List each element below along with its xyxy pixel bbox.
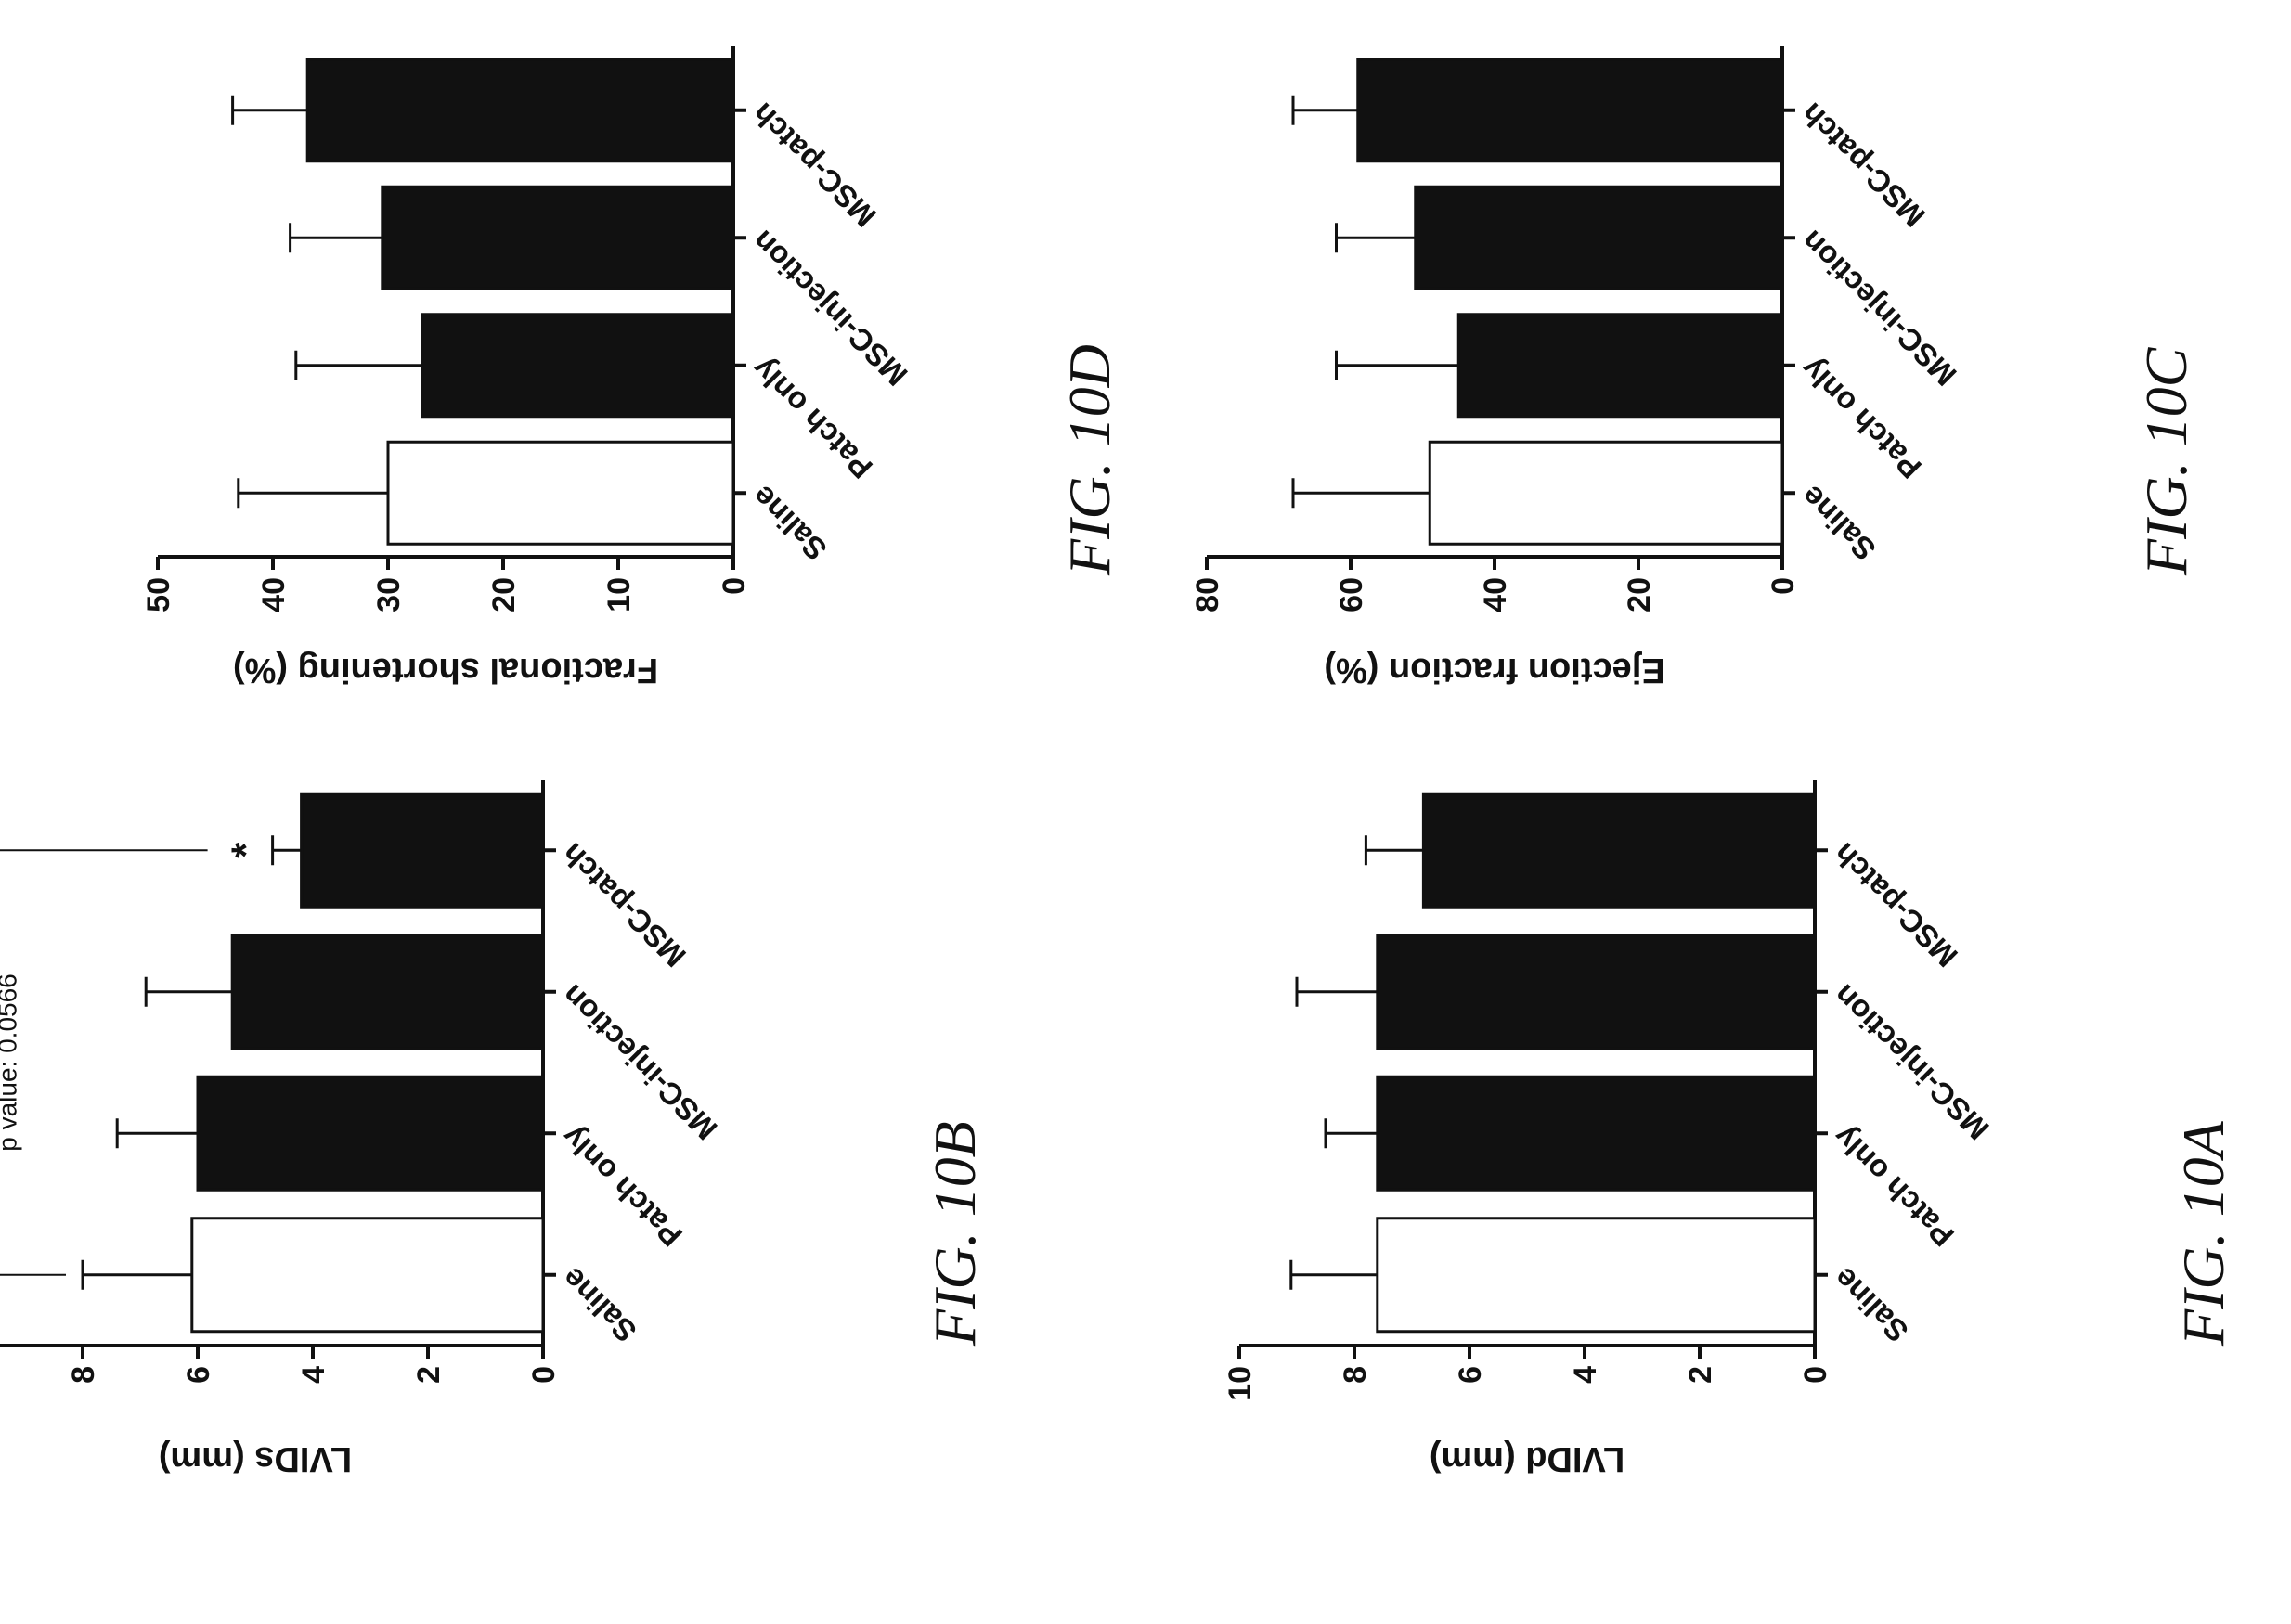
fig-10b-significance-bracket: [0, 849, 208, 1276]
fig-10b-bar-1: [190, 1217, 545, 1334]
fig-10d-y-axis-title: Fractional shortening (%): [233, 651, 658, 690]
fig-10b-y-axis-title: LVIDs (mm): [159, 1439, 352, 1478]
fig-10a-y-tick-label: 8: [1338, 1366, 1373, 1384]
fig-10b-y-tick-label: 0: [526, 1366, 562, 1384]
fig-10c-category-label-4: MSC-patch: [1794, 97, 1932, 234]
fig-10c-chart: FIG. 10C 0 20 40 60 80 Ejection fraction (%) Sa…: [1190, 46, 2199, 690]
fig-10d-bar-2: [421, 313, 735, 419]
fig-10a-bar-3: [1376, 934, 1817, 1050]
fig-10c-y-axis-title: Ejection fraction (%): [1324, 651, 1664, 690]
fig-10d-title: FIG. 10D: [1056, 344, 1122, 576]
fig-10a-bar-4: [1421, 792, 1817, 909]
fig-10d-category-label-4: MSC-patch: [745, 97, 883, 234]
fig-10c-y-tick-label: 80: [1190, 577, 1225, 612]
fig-10a-title: FIG. 10A: [2170, 1120, 2236, 1347]
fig-10d-chart: FIG. 10D 0 10 20 30 40 50 Fractional shortening…: [141, 46, 1122, 690]
fig-10b-bar-3: [230, 934, 545, 1050]
fig-10a-y-tick-label: 4: [1568, 1366, 1603, 1384]
fig-10b-category-label-4: MSC-patch: [555, 836, 692, 973]
fig-10c-bar-4: [1356, 58, 1784, 163]
fig-10d-y-tick-label: 10: [602, 577, 637, 612]
fig-10d-category-label-1: Saline: [745, 479, 834, 567]
fig-10c-title: FIG. 10C: [2133, 346, 2199, 576]
fig-10a-y-tick-label: 6: [1453, 1366, 1488, 1384]
fig-10b-p-value: p value: 0.0566: [0, 973, 21, 1152]
fig-10a-bar-1: [1376, 1217, 1817, 1334]
fig-10d-bar-3: [381, 185, 735, 290]
fig-10b-bar-2: [196, 1075, 545, 1192]
fig-10b-y-tick-label: 4: [296, 1366, 331, 1384]
fig-10d-y-tick-label: 30: [371, 577, 407, 612]
fig-10a-y-tick-label: 0: [1798, 1366, 1833, 1384]
fig-10b-y-tick-label: 2: [411, 1366, 447, 1384]
fig-10c-bar-3: [1414, 185, 1784, 290]
fig-10d-category-label-2: Patch only: [744, 351, 879, 485]
fig-10b-category-label-2: Patch only: [554, 1119, 689, 1254]
fig-10a-y-axis-title: LVIDd (mm): [1430, 1439, 1624, 1478]
fig-10a-y-tick-label: 10: [1223, 1366, 1258, 1401]
fig-10b-title: FIG. 10B: [922, 1121, 988, 1347]
fig-10c-category-label-2: Patch only: [1793, 351, 1928, 485]
fig-10b-y-tick-label: 8: [66, 1366, 101, 1384]
fig-10c-y-tick-label: 40: [1478, 577, 1513, 612]
fig-10d-y-tick-label: 0: [717, 577, 752, 595]
fig-10d-bar-4: [305, 58, 735, 163]
fig-10c-y-tick-label: 0: [1766, 577, 1801, 595]
fig-10d-y-tick-label: 20: [486, 577, 522, 612]
fig-10b-significance-star: *: [224, 842, 269, 858]
fig-10c-y-tick-label: 60: [1334, 577, 1369, 612]
fig-10b-category-label-1: Saline: [555, 1261, 643, 1349]
fig-10d-y-tick-label: 50: [141, 577, 176, 612]
fig-10a-y-tick-label: 2: [1683, 1366, 1718, 1384]
fig-10c-bar-2: [1456, 313, 1784, 419]
fig-10c-y-tick-label: 20: [1622, 577, 1657, 612]
fig-10c-category-label-1: Saline: [1794, 479, 1883, 567]
fig-10d-bar-1: [386, 440, 735, 546]
fig-10c-bar-1: [1428, 440, 1784, 546]
fig-10b-y-tick-label: 6: [181, 1366, 216, 1384]
fig-10a-category-label-1: Saline: [1827, 1261, 1915, 1349]
fig-10a-category-label-2: Patch only: [1826, 1119, 1961, 1254]
fig-10a-category-label-4: MSC-patch: [1827, 836, 1964, 973]
fig-10b-bar-4: [300, 792, 545, 909]
fig-10d-y-tick-label: 40: [256, 577, 291, 612]
fig-10a-bar-2: [1376, 1075, 1817, 1192]
